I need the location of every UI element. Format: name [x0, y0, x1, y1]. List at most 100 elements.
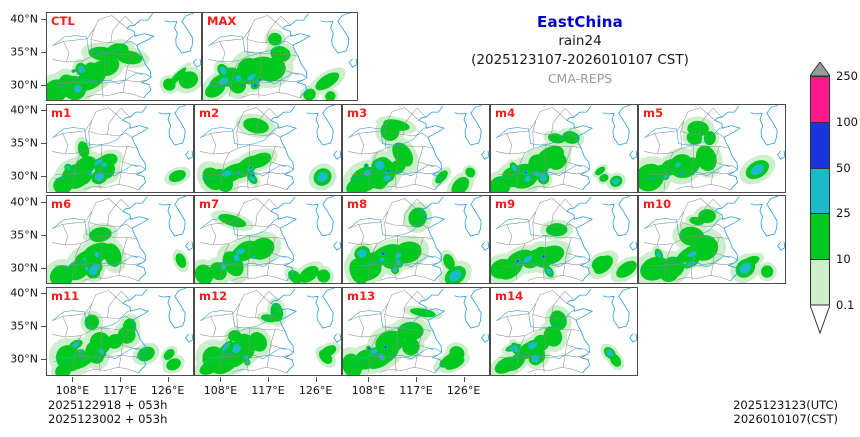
panel-label: m6: [51, 197, 72, 211]
map-panel-m9[interactable]: m9: [490, 195, 638, 284]
colorbar-separator: [810, 121, 830, 123]
colorbar-separator: [810, 76, 830, 77]
footer-init-times: 2025122918 + 053h 2025123002 + 053h: [48, 398, 167, 426]
panel-label: CTL: [51, 14, 75, 28]
latitude-tick-mark: [41, 234, 46, 236]
precipitation-map: [47, 287, 193, 375]
latitude-tick-label: 35°N: [10, 45, 38, 59]
colorbar-band: [810, 76, 830, 122]
panel-row: m6 m7 m8 m9 m10: [46, 195, 806, 287]
panel-label: m4: [495, 105, 516, 120]
map-panel-m14[interactable]: m14: [490, 286, 638, 376]
map-panel-m4[interactable]: m4: [490, 103, 638, 193]
longitude-tick-mark: [167, 376, 169, 382]
colorbar-tick-label: 0.1: [836, 298, 855, 312]
colorbar-tick-label: 50: [836, 160, 851, 175]
page-title: EastChina: [537, 13, 623, 31]
precipitation-map: [47, 13, 201, 100]
longitude-tick-label: 117°E: [399, 383, 433, 397]
footer-valid-utc: 2025123123(UTC): [733, 398, 838, 412]
colorbar-separator: [810, 167, 830, 169]
panel-label: m12: [199, 288, 228, 303]
latitude-tick-mark: [41, 267, 46, 269]
precipitation-map: [491, 287, 637, 375]
map-panel-m7[interactable]: m7: [194, 195, 342, 284]
colorbar-over-arrow: [810, 62, 830, 76]
map-panel-m10[interactable]: m10: [638, 195, 786, 284]
map-panel-ctl[interactable]: CTL: [46, 12, 202, 101]
longitude-tick-mark: [72, 376, 74, 382]
map-panel-m5[interactable]: m5: [638, 103, 786, 193]
precipitation-map: [47, 196, 193, 283]
longitude-tick-mark: [315, 376, 317, 382]
precipitation-map: [195, 287, 341, 375]
panel-label: m3: [347, 105, 368, 120]
precipitation-map: [203, 13, 357, 100]
latitude-tick-label: 40°N: [10, 286, 38, 300]
longitude-tick-label: 117°E: [251, 383, 285, 397]
longitude-tick-mark: [268, 376, 269, 382]
variable-label: rain24: [558, 33, 602, 49]
latitude-tick-label: 30°N: [10, 78, 38, 92]
panel-label: m9: [495, 197, 516, 211]
longitude-tick-mark: [220, 376, 222, 382]
longitude-tick-label: 126°E: [150, 383, 185, 397]
longitude-tick-mark: [463, 376, 465, 382]
footer-init-line-1: 2025122918 + 053h: [48, 398, 168, 412]
colorbar: 250 100 50 25 10 0.1: [810, 62, 858, 334]
footer-valid-cst: 2026010107(CST): [733, 412, 839, 426]
latitude-tick-label: 35°N: [10, 228, 38, 242]
latitude-tick-mark: [41, 84, 46, 86]
latitude-tick-mark: [41, 51, 46, 53]
map-panel-m13[interactable]: m13: [342, 286, 490, 376]
map-panel-m2[interactable]: m2: [194, 103, 342, 193]
map-panel-m11[interactable]: m11: [46, 286, 194, 376]
colorbar-tick-label: 10: [836, 252, 851, 267]
precipitation-map: [343, 196, 489, 283]
colorbar-band: [810, 259, 830, 305]
latitude-tick-label: 35°N: [10, 136, 38, 150]
panel-row: m11 m12 m13 m14: [46, 286, 806, 379]
footer-init-line-2: 2025123002 + 053h: [48, 412, 168, 426]
latitude-tick-mark: [41, 18, 46, 20]
longitude-tick-label: 108°E: [351, 383, 386, 397]
precipitation-map: [491, 196, 637, 283]
latitude-tick-mark: [41, 143, 46, 145]
map-panel-m1[interactable]: m1: [46, 103, 194, 193]
precipitation-map: [491, 104, 637, 192]
colorbar-tick-label: 100: [836, 114, 858, 129]
map-panel-m8[interactable]: m8: [342, 195, 490, 284]
footer-valid-times: 2025123123(UTC) 2026010107(CST): [733, 398, 838, 426]
panel-label: m13: [347, 288, 376, 303]
map-panel-max[interactable]: MAX: [202, 12, 358, 101]
latitude-tick-mark: [41, 176, 46, 178]
colorbar-under-arrow: [810, 305, 830, 333]
map-panel-m12[interactable]: m12: [194, 286, 342, 376]
precipitation-map: [639, 104, 785, 192]
map-panel-m3[interactable]: m3: [342, 103, 490, 193]
map-panel-m6[interactable]: m6: [46, 195, 194, 284]
panel-label: m11: [51, 288, 80, 303]
model-name-label: CMA-REPS: [547, 71, 613, 86]
colorbar-band: [810, 121, 830, 168]
latitude-tick-mark: [41, 359, 46, 361]
latitude-tick-mark: [41, 293, 46, 295]
longitude-tick-mark: [368, 376, 370, 382]
precipitation-map: [195, 104, 341, 192]
longitude-tick-mark: [120, 376, 121, 382]
panel-label: m14: [495, 288, 524, 303]
colorbar-tick-label: 250: [836, 69, 858, 83]
precipitation-map: [195, 196, 341, 283]
latitude-tick-mark: [41, 326, 46, 328]
colorbar-separator: [810, 259, 830, 261]
panel-label: m5: [643, 105, 664, 120]
longitude-tick-mark: [416, 376, 417, 382]
latitude-tick-label: 30°N: [10, 352, 38, 366]
latitude-tick-mark: [41, 201, 46, 203]
title-block: EastChina rain24 (2025123107-2026010107 …: [430, 12, 730, 88]
panel-label: MAX: [207, 14, 237, 28]
longitude-tick-label: 108°E: [55, 383, 90, 397]
latitude-tick-label: 40°N: [10, 103, 38, 117]
precipitation-map: [343, 287, 489, 375]
